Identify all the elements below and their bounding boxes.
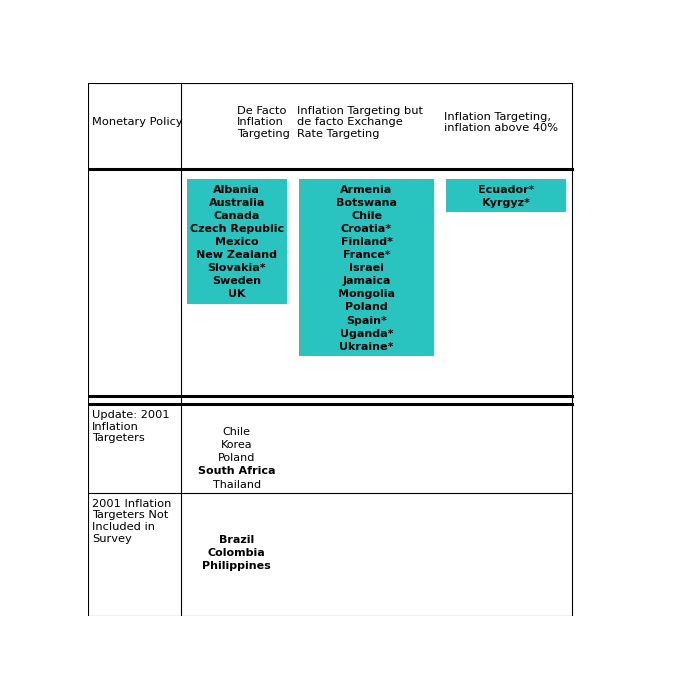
Text: Inflation Targeting,
inflation above 40%: Inflation Targeting, inflation above 40% <box>444 111 558 133</box>
Text: Ukraine*: Ukraine* <box>340 342 393 352</box>
Text: Thailand: Thailand <box>213 480 260 490</box>
Bar <box>447 179 566 212</box>
Bar <box>299 179 434 356</box>
Text: Chile: Chile <box>351 211 382 221</box>
Text: Mongolia: Mongolia <box>338 289 395 300</box>
Text: Czech Republic: Czech Republic <box>190 224 284 234</box>
Text: Poland: Poland <box>218 453 256 464</box>
Text: Monetary Policy: Monetary Policy <box>92 118 183 127</box>
Text: Botswana: Botswana <box>336 198 397 208</box>
Text: Ecuador*: Ecuador* <box>477 185 534 194</box>
Text: Mexico: Mexico <box>215 237 258 247</box>
Text: Australia: Australia <box>209 198 265 208</box>
Text: Korea: Korea <box>221 440 253 450</box>
Text: Chile: Chile <box>223 427 251 437</box>
Text: Spain*: Spain* <box>346 316 387 325</box>
Text: Update: 2001
Inflation
Targeters: Update: 2001 Inflation Targeters <box>92 410 170 444</box>
Text: Jamaica: Jamaica <box>342 276 391 286</box>
Text: De Facto
Inflation
Targeting: De Facto Inflation Targeting <box>237 106 290 139</box>
Text: Colombia: Colombia <box>208 548 265 558</box>
Text: Philippines: Philippines <box>202 561 271 571</box>
Text: Armenia: Armenia <box>340 185 393 194</box>
Text: Uganda*: Uganda* <box>340 329 393 338</box>
Text: Brazil: Brazil <box>219 535 254 545</box>
Text: Kyrgyz*: Kyrgyz* <box>482 198 530 208</box>
Text: Albania: Albania <box>214 185 260 194</box>
Text: UK: UK <box>228 289 246 300</box>
Text: 2001 Inflation
Targeters Not
Included in
Survey: 2001 Inflation Targeters Not Included in… <box>92 499 172 544</box>
Bar <box>187 179 287 304</box>
Text: South Africa: South Africa <box>198 466 275 477</box>
Text: New Zealand: New Zealand <box>196 250 277 260</box>
Text: Slovakia*: Slovakia* <box>207 263 266 273</box>
Text: Inflation Targeting but
de facto Exchange
Rate Targeting: Inflation Targeting but de facto Exchang… <box>297 106 423 139</box>
Text: Israel: Israel <box>349 263 384 273</box>
Text: Sweden: Sweden <box>212 276 261 286</box>
Text: Canada: Canada <box>214 211 260 221</box>
Text: Croatia*: Croatia* <box>341 224 392 234</box>
Text: Finland*: Finland* <box>340 237 393 247</box>
Text: France*: France* <box>343 250 391 260</box>
Text: Poland: Poland <box>345 302 388 313</box>
